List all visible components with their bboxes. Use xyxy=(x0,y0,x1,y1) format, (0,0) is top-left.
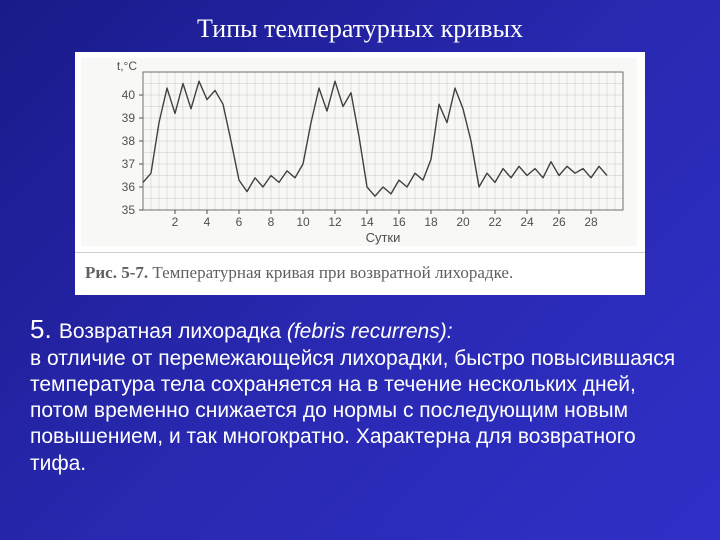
svg-text:37: 37 xyxy=(122,157,136,171)
svg-text:16: 16 xyxy=(392,215,406,229)
svg-text:Сутки: Сутки xyxy=(366,230,401,245)
svg-text:8: 8 xyxy=(268,215,275,229)
svg-text:6: 6 xyxy=(236,215,243,229)
svg-text:35: 35 xyxy=(122,203,136,217)
svg-text:28: 28 xyxy=(584,215,598,229)
svg-text:38: 38 xyxy=(122,134,136,148)
svg-text:26: 26 xyxy=(552,215,566,229)
chart-box: 353637383940246810121416182022242628t,°C… xyxy=(81,58,637,246)
svg-text:2: 2 xyxy=(172,215,179,229)
svg-text:40: 40 xyxy=(122,88,136,102)
svg-text:22: 22 xyxy=(488,215,502,229)
section-latin: (febris recurrens): xyxy=(287,320,453,343)
svg-text:4: 4 xyxy=(204,215,211,229)
section-body: в отличие от перемежающейся лихорадки, б… xyxy=(30,346,690,477)
svg-text:24: 24 xyxy=(520,215,534,229)
section-term: Возвратная лихорадка xyxy=(59,320,287,343)
figure-caption: Рис. 5-7. Температурная кривая при возвр… xyxy=(75,252,645,295)
chart-container: 353637383940246810121416182022242628t,°C… xyxy=(75,52,645,252)
caption-prefix: Рис. 5-7. xyxy=(85,263,152,282)
svg-text:20: 20 xyxy=(456,215,470,229)
svg-text:18: 18 xyxy=(424,215,438,229)
slide-title: Типы температурных кривых xyxy=(0,0,720,52)
svg-text:12: 12 xyxy=(328,215,342,229)
svg-text:10: 10 xyxy=(296,215,310,229)
svg-text:39: 39 xyxy=(122,111,136,125)
section-number: 5. xyxy=(30,314,59,344)
svg-text:36: 36 xyxy=(122,180,136,194)
svg-text:14: 14 xyxy=(360,215,374,229)
svg-text:t,°C: t,°C xyxy=(117,59,137,73)
caption-text: Температурная кривая при возвратной лихо… xyxy=(152,263,513,282)
temperature-chart: 353637383940246810121416182022242628t,°C… xyxy=(81,58,637,246)
body-text: 5. Возвратная лихорадка (febris recurren… xyxy=(0,295,720,477)
section-heading: 5. Возвратная лихорадка (febris recurren… xyxy=(30,313,690,346)
